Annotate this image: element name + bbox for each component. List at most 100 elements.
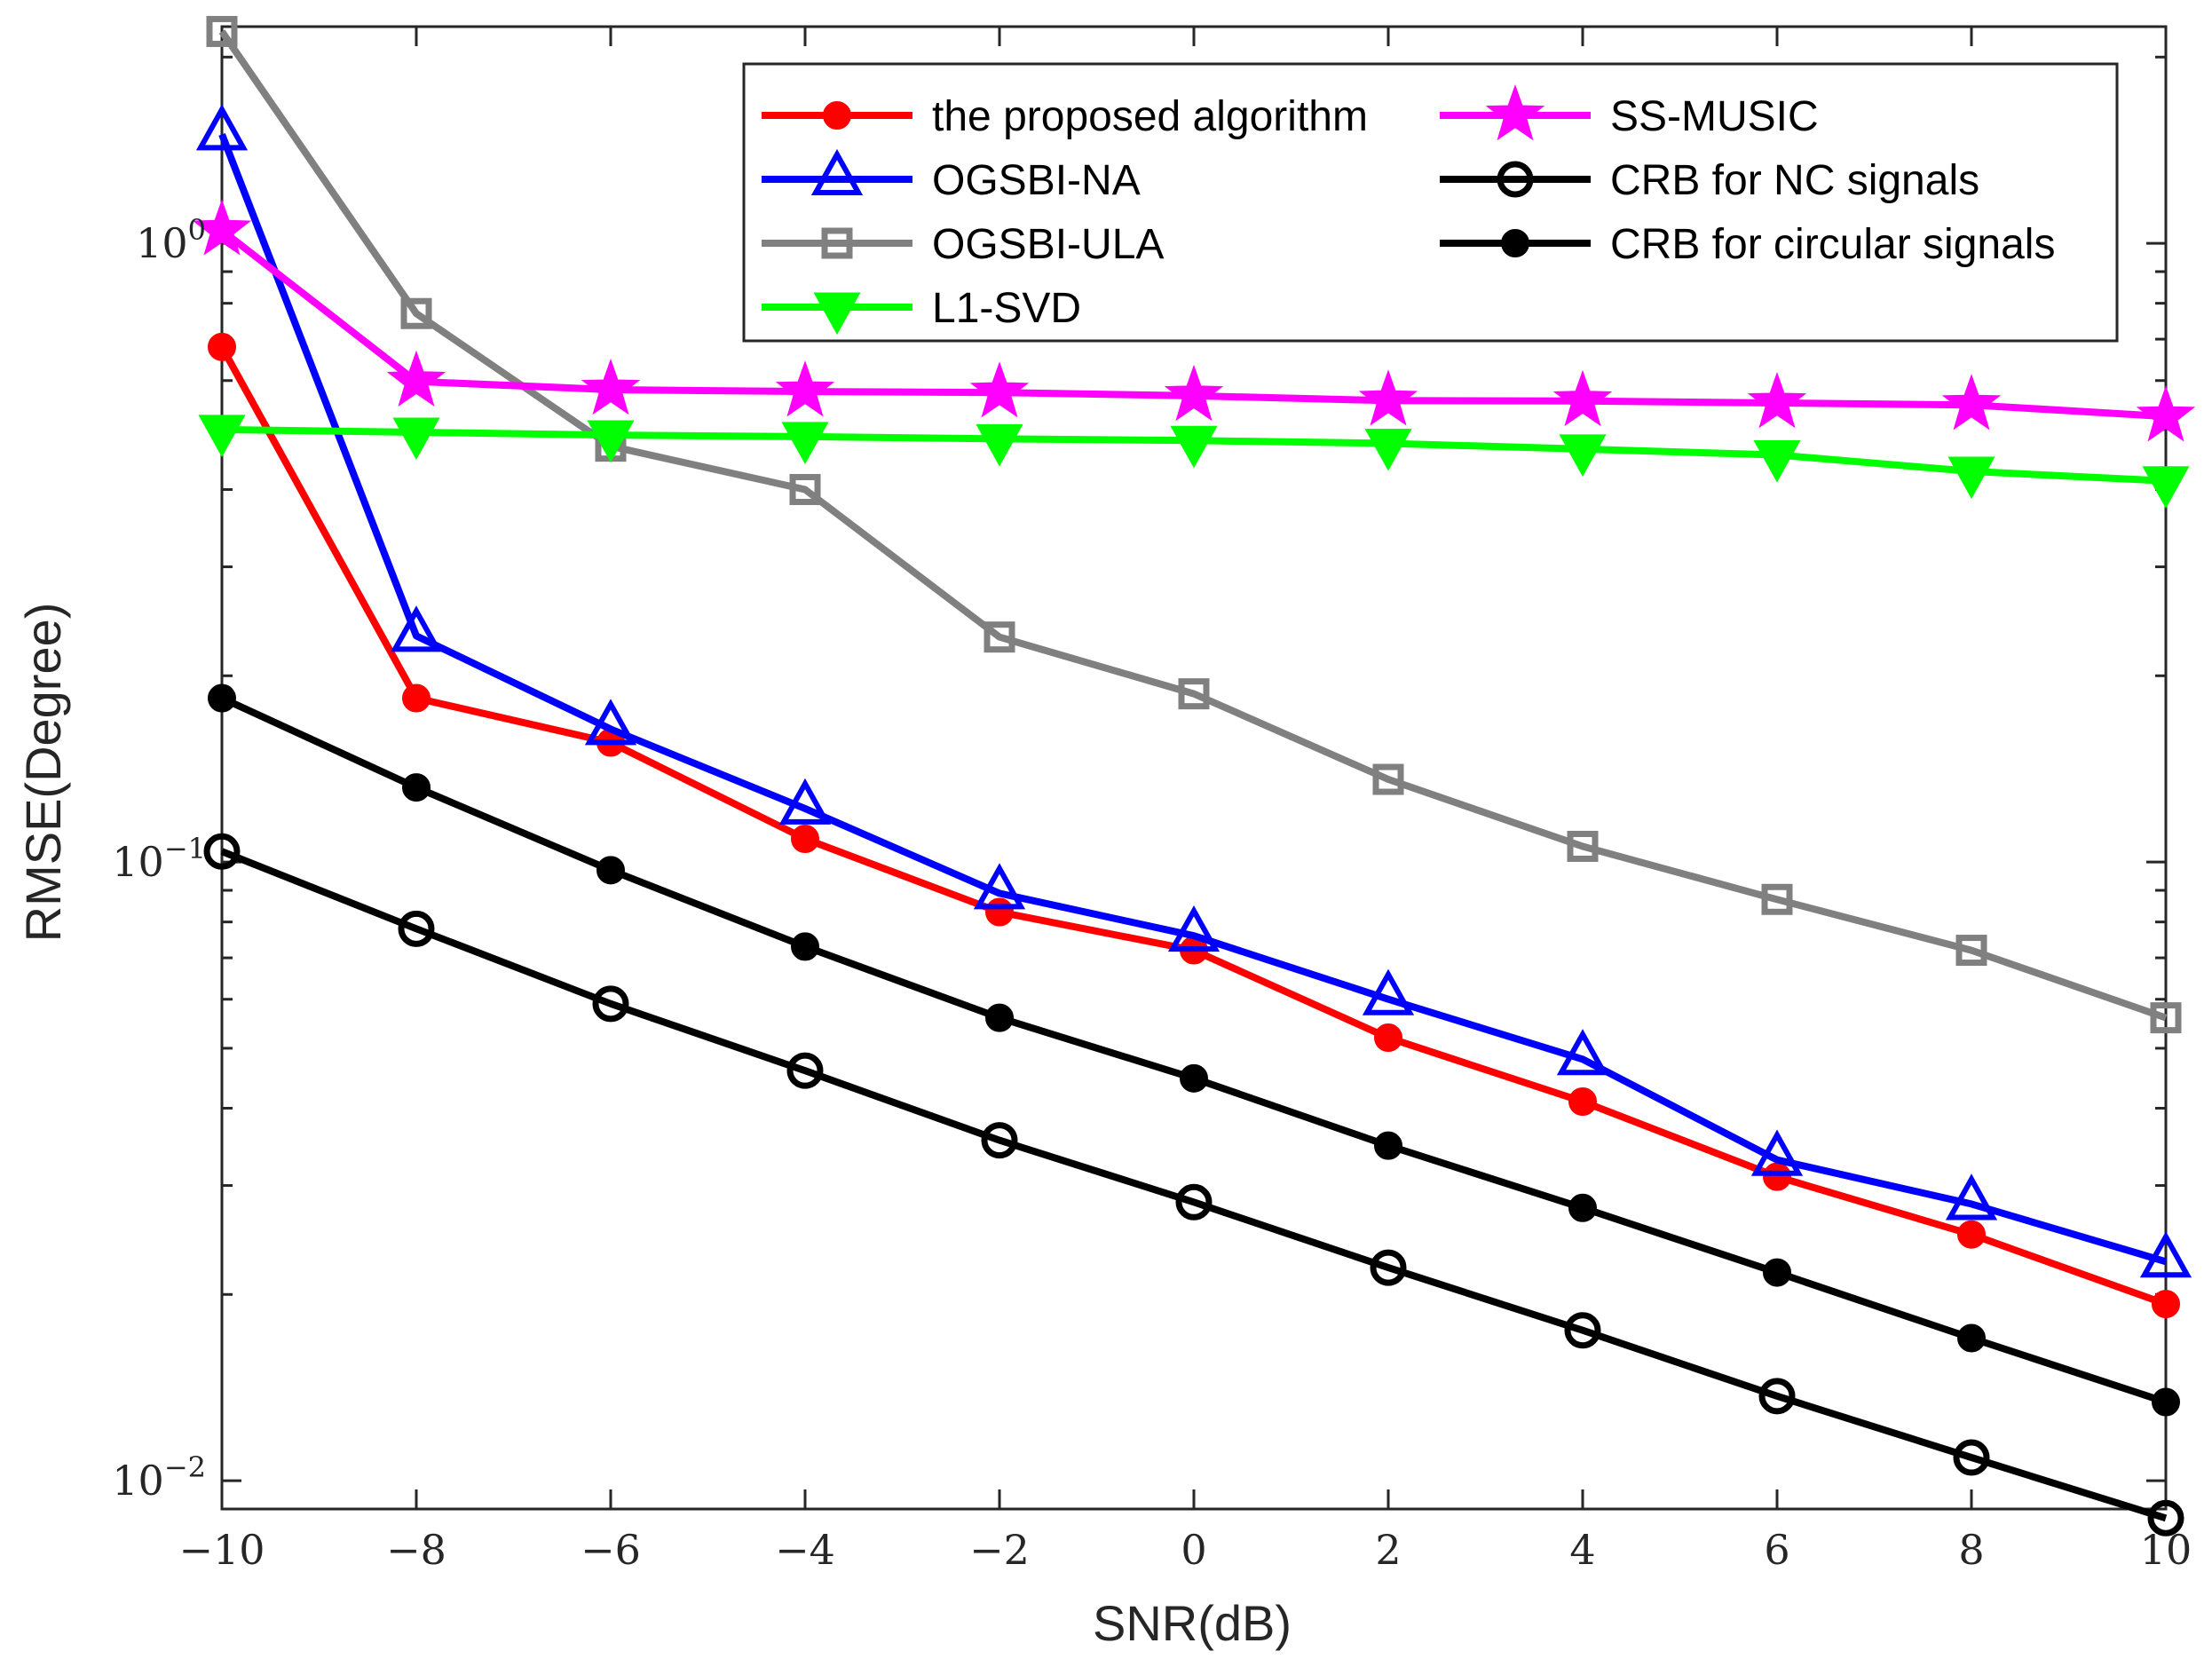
data-point	[1178, 678, 1210, 710]
series-crb-for-nc-signals	[203, 833, 2184, 1537]
data-point	[1364, 428, 1412, 471]
data-point	[596, 856, 625, 885]
x-tick-label: −8	[386, 1526, 446, 1574]
data-point	[1945, 1173, 1998, 1221]
series-layer	[192, 15, 2196, 1537]
x-tick-label: 4	[1569, 1526, 1595, 1574]
y-axis-label: RMSE(Degree)	[15, 603, 71, 943]
legend-label: SS-MUSIC	[1610, 93, 1819, 140]
data-point	[1164, 364, 1224, 422]
y-tick-label: 10−2	[112, 1450, 206, 1505]
data-point	[791, 825, 819, 854]
data-point	[789, 473, 821, 505]
data-point	[203, 833, 241, 870]
legend-box	[742, 62, 2119, 343]
x-tick-label: −10	[178, 1526, 265, 1574]
legend-label: L1-SVD	[932, 285, 1081, 332]
data-point	[1761, 883, 1793, 915]
legend-marker	[1485, 83, 1545, 141]
data-point	[1374, 1023, 1402, 1053]
data-point	[1750, 1129, 1804, 1176]
data-point	[1358, 369, 1418, 426]
x-tick-label: 0	[1181, 1526, 1206, 1574]
data-point	[976, 423, 1023, 467]
series-l1-svd	[198, 415, 2190, 509]
data-point	[973, 863, 1026, 910]
data-point	[390, 605, 443, 652]
data-point	[778, 778, 832, 825]
data-point	[1362, 968, 1415, 1015]
y-tick-label: 10−1	[112, 832, 206, 886]
y-tick-labels: 100 10−1 10−2	[112, 213, 206, 1505]
x-tick-label: −2	[969, 1526, 1030, 1574]
data-point	[398, 910, 435, 947]
data-point	[1552, 369, 1613, 427]
series-crb-for-circular-signals	[208, 683, 2180, 1417]
data-point	[581, 358, 641, 415]
legend-label: CRB for circular signals	[1610, 221, 2055, 268]
data-point	[386, 350, 446, 407]
legend-entry: L1-SVD	[762, 285, 1081, 336]
legend-marker	[1501, 229, 1529, 257]
x-tick-label: 8	[1958, 1526, 1984, 1574]
y-tick-label: 100	[136, 213, 206, 267]
legend-entry: OGSBI-ULA	[762, 221, 1164, 268]
data-point	[1556, 1029, 1609, 1076]
data-point	[981, 1122, 1018, 1159]
data-point	[1564, 1312, 1601, 1349]
legend-entry: SS-MUSIC	[1440, 83, 1819, 141]
legend-marker	[1497, 161, 1534, 198]
data-point	[791, 932, 819, 961]
legend: the proposed algorithm OGSBI-NA OGSBI-ULA L…	[742, 62, 2119, 343]
data-point	[1559, 434, 1607, 477]
series-ogsbi-na	[195, 104, 2192, 1278]
data-point	[195, 104, 249, 151]
legend-label: OGSBI-NA	[932, 157, 1141, 204]
data-point	[1372, 763, 1404, 795]
series-line	[220, 848, 2168, 1522]
data-point	[1957, 1220, 1986, 1249]
x-tick-label: 10	[2140, 1526, 2192, 1574]
data-point	[1370, 1249, 1407, 1286]
data-point	[1374, 1131, 1402, 1160]
data-point	[206, 15, 238, 47]
data-point	[1753, 439, 1801, 483]
data-point	[786, 1052, 824, 1089]
data-point	[392, 417, 440, 461]
legend-marker	[821, 227, 853, 259]
data-point	[984, 621, 1015, 653]
data-point	[1175, 1183, 1213, 1221]
data-point	[775, 360, 835, 417]
data-point	[402, 683, 431, 713]
data-point	[2142, 466, 2190, 509]
series-line	[218, 29, 2168, 1022]
data-point	[1763, 1258, 1791, 1287]
x-axis-label: SNR(dB)	[1093, 1595, 1292, 1651]
legend-entry: OGSBI-NA	[762, 148, 1141, 204]
data-point	[1953, 1439, 1990, 1476]
legend-entry: the proposed algorithm	[762, 93, 1368, 140]
data-point	[1567, 830, 1599, 862]
data-point	[2147, 1499, 2184, 1537]
x-tick-label: 2	[1375, 1526, 1401, 1574]
legend-label: the proposed algorithm	[932, 93, 1368, 140]
data-point	[400, 297, 432, 329]
legend-entry: CRB for NC signals	[1440, 157, 1979, 204]
legend-marker	[810, 148, 864, 195]
data-point	[781, 422, 829, 464]
data-point	[1763, 1162, 1791, 1191]
legend-label: OGSBI-ULA	[932, 221, 1164, 268]
data-point	[1568, 1087, 1597, 1117]
data-point	[1941, 374, 2002, 431]
data-point	[2150, 1002, 2182, 1034]
data-point	[584, 699, 637, 746]
data-point	[985, 1003, 1014, 1032]
legend-marker	[823, 101, 851, 130]
x-tick-label: −4	[775, 1526, 835, 1574]
legend-label: CRB for NC signals	[1610, 157, 1979, 204]
data-point	[1568, 1193, 1597, 1222]
x-tick-label: −6	[581, 1526, 641, 1574]
data-point	[2139, 1231, 2192, 1278]
data-point	[985, 897, 1014, 927]
